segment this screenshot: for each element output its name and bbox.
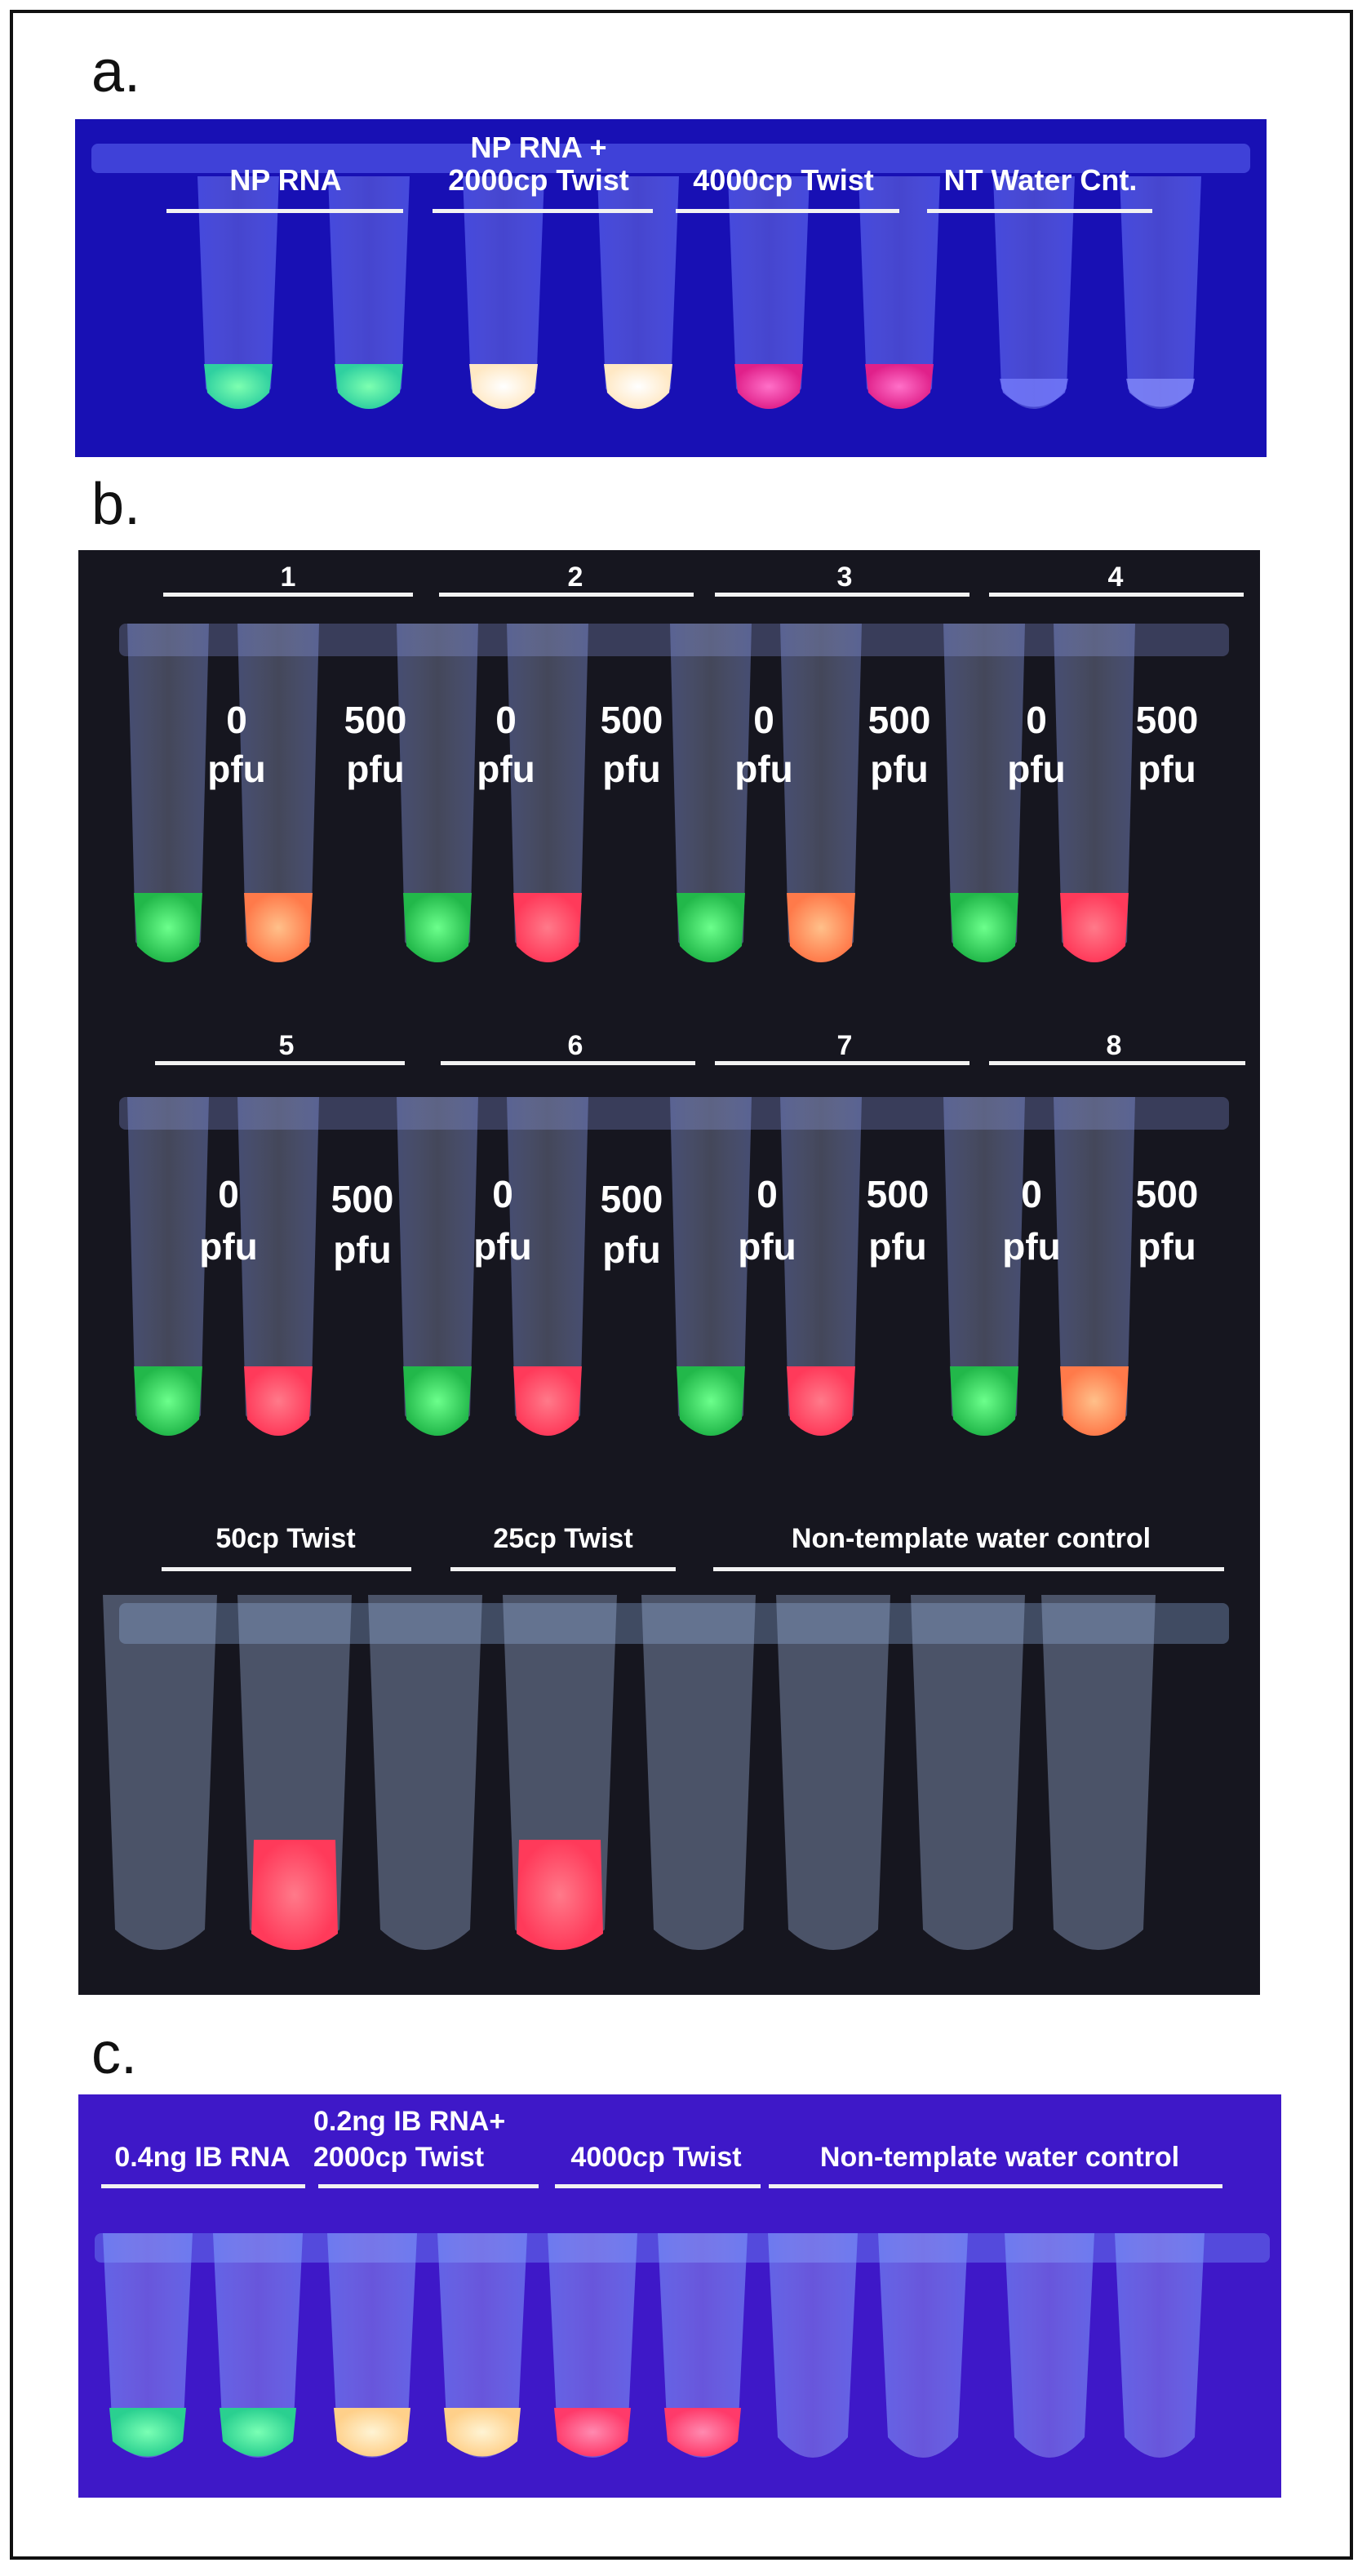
row1-tube2-value: 500	[344, 699, 407, 741]
row1-tube6-value: 500	[867, 699, 931, 741]
panel-a-underline-2	[433, 209, 653, 213]
panel-a-label-np-rna: NP RNA	[229, 163, 342, 197]
row1-tube7-unit: pfu	[1007, 748, 1066, 790]
panel-b-underline-3	[715, 593, 969, 597]
panel-b-group-6: 6	[567, 1030, 583, 1061]
panel-b-underline-2	[439, 593, 694, 597]
row1-tube8-value: 500	[1135, 699, 1199, 741]
row2-tube2-unit: pfu	[333, 1228, 392, 1271]
panel-a-underline-3	[676, 209, 899, 213]
panel-c-label-0-2ng-line1: 0.2ng IB RNA+	[313, 2106, 506, 2137]
panel-b-group-1: 1	[280, 562, 296, 593]
panel-c-letter: c.	[91, 2021, 138, 2086]
panel-b-underline-6	[441, 1061, 695, 1065]
row2-tube5-unit: pfu	[738, 1225, 796, 1268]
row2-tube7-value: 0	[1021, 1173, 1042, 1215]
panel-b-tubes-image	[103, 624, 1229, 1950]
panel-b-group-2: 2	[567, 562, 583, 593]
row1-tube5-unit: pfu	[734, 748, 793, 790]
row1-tube4-unit: pfu	[602, 748, 661, 790]
panel-b-underline-8	[989, 1061, 1245, 1065]
panel-b-underline-5	[155, 1061, 405, 1065]
row1-tube6-unit: pfu	[870, 748, 929, 790]
panel-c-underline-1	[101, 2184, 305, 2188]
row2-tube1-value: 0	[218, 1173, 239, 1215]
panel-a-tubes-image	[91, 144, 1250, 409]
panel-a-photo	[75, 119, 1267, 457]
row2-tube6-value: 500	[866, 1173, 930, 1215]
panel-c-label-ntc: Non-template water control	[819, 2142, 1180, 2173]
panel-b-letter: b.	[91, 472, 141, 537]
row1-tube8-unit: pfu	[1138, 748, 1196, 790]
row2-tube6-unit: pfu	[868, 1225, 927, 1268]
row2-tube4-value: 500	[600, 1178, 663, 1220]
panel-a-underline-4	[927, 209, 1152, 213]
panel-a-label-np-rna-plus-line2: 2000cp Twist	[448, 163, 629, 197]
panel-a-label-nt-water: NT Water Cnt.	[943, 163, 1138, 197]
panel-b-underline-4	[989, 593, 1244, 597]
panel-b-underline-7	[715, 1061, 969, 1065]
panel-c-label-4000cp: 4000cp Twist	[570, 2142, 742, 2173]
row2-tube7-unit: pfu	[1002, 1225, 1061, 1268]
panel-b-underline-25cp	[450, 1567, 676, 1571]
row2-tube5-value: 0	[756, 1173, 778, 1215]
panel-b-label-ntc: Non-template water control	[791, 1523, 1151, 1554]
row1-tube1-unit: pfu	[207, 748, 266, 790]
row1-tube4-value: 500	[600, 699, 663, 741]
panel-b-underline-1	[163, 593, 413, 597]
row2-tube8-unit: pfu	[1138, 1225, 1196, 1268]
row1-tube7-value: 0	[1026, 699, 1047, 741]
panel-b-group-8: 8	[1106, 1030, 1122, 1061]
panel-a-letter: a.	[91, 39, 141, 104]
row1-tube3-value: 0	[495, 699, 517, 741]
row2-tube4-unit: pfu	[602, 1228, 661, 1271]
panel-b-label-50cp: 50cp Twist	[215, 1523, 356, 1554]
panel-a-label-np-rna-plus-line1: NP RNA +	[470, 131, 607, 164]
panel-c-underline-2	[318, 2184, 539, 2188]
row1-tube3-unit: pfu	[477, 748, 535, 790]
row1-tube1-value: 0	[226, 699, 247, 741]
panel-b-group-7: 7	[836, 1030, 853, 1061]
panel-b-underline-ntc	[713, 1567, 1224, 1571]
row1-tube5-value: 0	[753, 699, 774, 741]
row1-tube2-unit: pfu	[346, 748, 405, 790]
panel-c-underline-4	[769, 2184, 1222, 2188]
panel-c-tubes-image	[95, 2233, 1270, 2458]
panel-a-underline-1	[166, 209, 403, 213]
panel-b-underline-50cp	[162, 1567, 411, 1571]
panel-b-group-4: 4	[1107, 562, 1124, 593]
panel-b-label-25cp: 25cp Twist	[493, 1523, 633, 1554]
panel-b-group-5: 5	[278, 1030, 295, 1061]
row2-tube2-value: 500	[331, 1178, 394, 1220]
panel-c-underline-3	[555, 2184, 761, 2188]
row2-tube8-value: 500	[1135, 1173, 1199, 1215]
panel-c-label-0-4ng: 0.4ng IB RNA	[114, 2142, 291, 2173]
panel-b-group-3: 3	[836, 562, 853, 593]
row2-tube3-unit: pfu	[473, 1225, 532, 1268]
row2-tube1-unit: pfu	[199, 1225, 258, 1268]
panel-c-label-0-2ng-line2: 2000cp Twist	[313, 2142, 485, 2173]
panel-a-label-4000cp: 4000cp Twist	[693, 163, 874, 197]
panel-b-photo	[78, 550, 1260, 1995]
panel-c-photo	[78, 2094, 1281, 2498]
row2-tube3-value: 0	[492, 1173, 513, 1215]
